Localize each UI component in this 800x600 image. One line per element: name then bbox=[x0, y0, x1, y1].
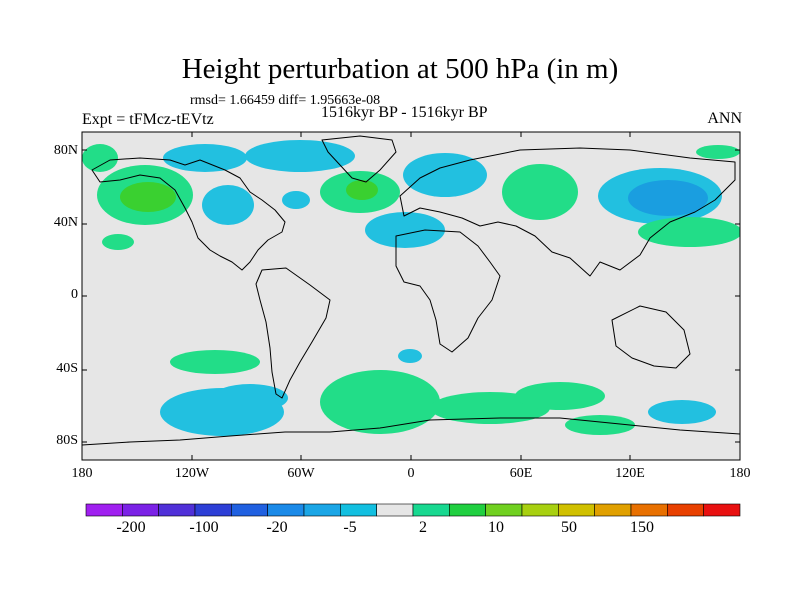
colorbar-swatch bbox=[449, 503, 486, 517]
coast-north-america bbox=[91, 157, 286, 271]
anomaly-positive bbox=[502, 164, 578, 220]
coast-africa bbox=[395, 229, 501, 353]
colorbar-swatch bbox=[231, 503, 268, 517]
colorbar-label: 10 bbox=[488, 519, 504, 536]
colorbar-label: -20 bbox=[266, 519, 288, 536]
lat-label-0: 0 bbox=[71, 287, 78, 302]
lat-label-40n: 40N bbox=[53, 215, 78, 230]
lon-label-120e: 120E bbox=[615, 466, 645, 481]
lat-label-40s: 40S bbox=[56, 361, 78, 376]
lon-label-60w: 60W bbox=[287, 466, 315, 481]
anomaly-positive-strong bbox=[120, 182, 176, 212]
colorbar-swatch bbox=[340, 503, 377, 517]
lon-label-60e: 60E bbox=[509, 466, 533, 481]
anomaly-positive bbox=[565, 415, 635, 435]
anomaly-positive bbox=[170, 350, 260, 374]
anomaly-positive bbox=[102, 234, 134, 250]
colorbar-swatch bbox=[85, 503, 123, 517]
anomaly-negative bbox=[202, 185, 254, 225]
anomaly-negative bbox=[245, 140, 355, 172]
anomaly-negative bbox=[398, 349, 422, 363]
anomaly-positive bbox=[515, 382, 605, 410]
coast-eurasia bbox=[399, 147, 736, 277]
colorbar-swatch bbox=[267, 503, 305, 517]
chart-title: Height perturbation at 500 hPa (in m) bbox=[181, 53, 619, 85]
colorbar-swatch bbox=[521, 503, 559, 517]
anomaly-negative-strong bbox=[628, 180, 708, 216]
lat-label-80s: 80S bbox=[56, 433, 78, 448]
anomaly-negative bbox=[648, 400, 716, 424]
colorbar-label: -100 bbox=[189, 519, 219, 536]
lon-label-0: 0 bbox=[407, 466, 415, 481]
colorbar-swatch bbox=[158, 503, 196, 517]
stats-text: rmsd= 1.66459 diff= 1.95663e-08 bbox=[190, 93, 381, 108]
colorbar-swatch bbox=[485, 503, 523, 517]
colorbar-label: -5 bbox=[343, 519, 357, 536]
season-label: ANN bbox=[707, 110, 742, 127]
lon-label-120w: 120W bbox=[174, 466, 210, 481]
anomaly-negative bbox=[282, 191, 310, 209]
colorbar-swatch bbox=[594, 503, 632, 517]
anomaly-positive bbox=[320, 370, 440, 434]
anomaly-positive-strong bbox=[346, 180, 378, 200]
colorbar-swatch bbox=[376, 503, 414, 517]
colorbar-swatch bbox=[630, 503, 668, 517]
coast-australia bbox=[611, 305, 691, 369]
colorbar-label: 2 bbox=[419, 519, 427, 536]
lon-label-180e: 180 bbox=[729, 466, 751, 481]
anomaly-negative bbox=[403, 153, 487, 197]
anomaly-positive bbox=[82, 144, 118, 172]
anomaly-negative bbox=[212, 384, 288, 412]
colorbar-swatch bbox=[412, 503, 450, 517]
anomaly-positive bbox=[638, 217, 740, 247]
experiment-label: Expt = tFMcz-tEVtz bbox=[82, 111, 214, 128]
coast-antarctica bbox=[82, 417, 740, 446]
colorbar-label: -200 bbox=[116, 519, 146, 536]
anomaly-negative bbox=[365, 212, 445, 248]
coast-greenland bbox=[321, 135, 397, 183]
colorbar-label: 150 bbox=[630, 519, 654, 536]
coast-south-america bbox=[255, 267, 331, 399]
colorbar-swatch bbox=[303, 503, 341, 517]
lon-label-180w: 180 bbox=[71, 466, 93, 481]
colorbar-swatch bbox=[667, 503, 704, 517]
colorbar-swatch bbox=[194, 503, 232, 517]
coastlines bbox=[82, 135, 740, 446]
period-label: 1516kyr BP - 1516kyr BP bbox=[321, 104, 488, 121]
colorbar-label: 50 bbox=[561, 519, 577, 536]
colorbar-swatch bbox=[122, 503, 159, 517]
anomaly-positive bbox=[696, 145, 740, 159]
anomaly-negative bbox=[163, 144, 247, 172]
lat-label-80n: 80N bbox=[53, 143, 78, 158]
colorbar-swatch bbox=[558, 503, 595, 517]
colorbar-swatch bbox=[703, 503, 741, 517]
